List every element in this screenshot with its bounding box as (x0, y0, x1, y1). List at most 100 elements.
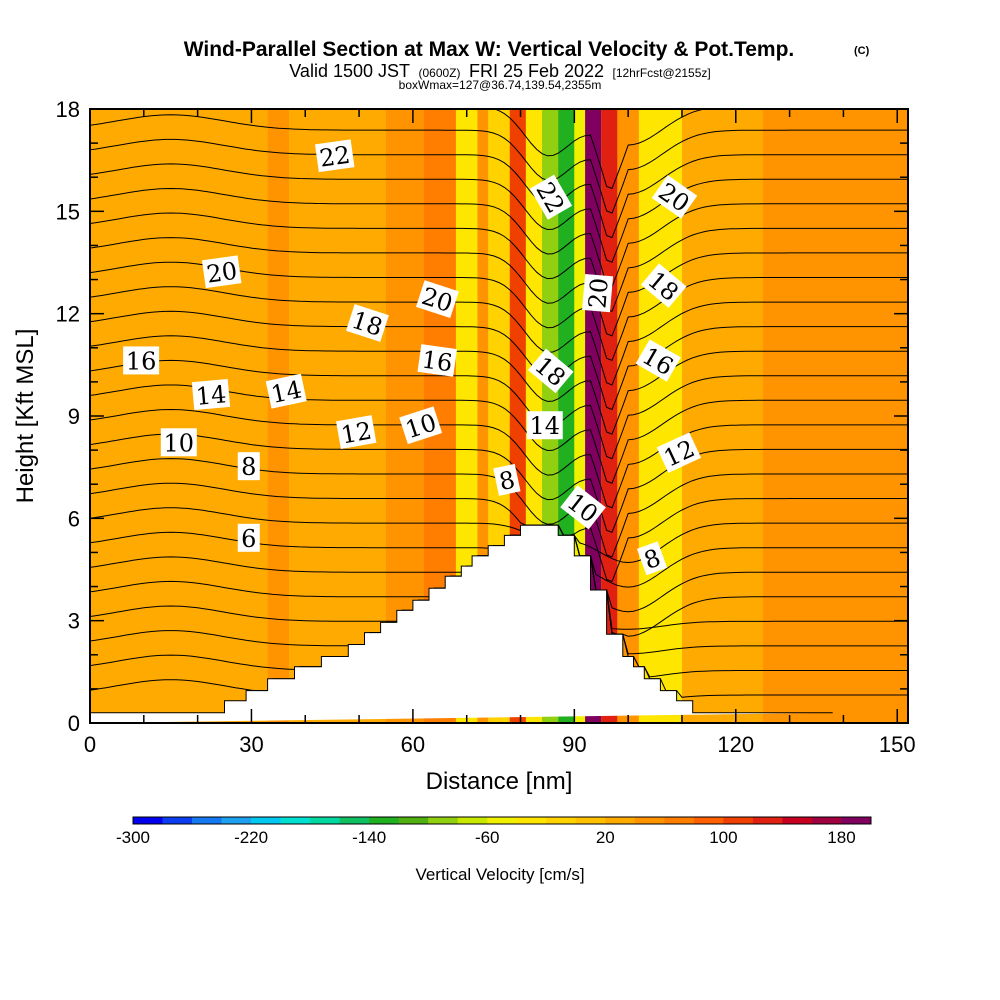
colorbar-swatch-1 (133, 817, 163, 824)
colorbar-swatch-8 (339, 817, 370, 824)
colorbar-swatch-16 (575, 817, 606, 824)
y-tick-label: 18 (56, 97, 80, 122)
colorbar-swatch-9 (369, 817, 399, 824)
velocity-band-1 (90, 109, 268, 723)
isentrope-25 (493, 109, 707, 190)
contour-label-21: 8 (237, 452, 260, 481)
contour-label-text: 22 (318, 141, 352, 173)
x-tick-label: 0 (84, 732, 96, 757)
contour-label-text: 14 (529, 412, 560, 440)
colorbar-tick-label: 180 (827, 828, 855, 847)
contour-label-bg (636, 541, 668, 576)
contour-label-15: 14 (526, 411, 563, 440)
colorbar-swatch-19 (664, 817, 695, 824)
contour-label-text: 6 (241, 525, 256, 553)
velocity-band-7 (477, 109, 489, 723)
contour-label-text: 20 (205, 257, 239, 289)
colorbar-tick-label: -60 (475, 828, 500, 847)
y-axis-label: Height [Kft MSL] (12, 329, 39, 504)
colorbar-tick-label: -140 (352, 828, 386, 847)
isentrope-11 (90, 433, 908, 533)
isentrope-21 (90, 187, 908, 288)
contour-label-text: 10 (164, 429, 195, 457)
colorbar-swatch-23 (782, 817, 813, 824)
box-wmax-info: boxWmax=127@36.74,139.54,2355m (399, 78, 602, 92)
contour-label-bg (560, 485, 606, 530)
y-tick-label: 0 (68, 711, 80, 736)
chart-title: Wind-Parallel Section at Max W: Vertical… (184, 38, 795, 61)
chart-title-tag: (C) (854, 45, 870, 57)
contour-label-bg (336, 415, 377, 449)
colorbar-tick-label: -220 (234, 828, 268, 847)
colorbar-frame (132, 816, 872, 825)
colorbar-swatch-17 (605, 817, 636, 824)
contour-label-bg (237, 452, 260, 481)
velocity-band-18 (681, 109, 763, 723)
isentrope-17 (90, 286, 908, 386)
colorbar-swatch-24 (811, 817, 842, 824)
isentrope-23 (90, 138, 908, 239)
y-tick-label: 3 (68, 609, 80, 634)
colorbar-title: Vertical Velocity [cm/s] (415, 865, 584, 884)
colorbar-swatch-2 (162, 817, 193, 824)
colorbar-swatch-20 (693, 817, 724, 824)
y-tick-label: 15 (56, 199, 80, 224)
isentrope-20 (90, 212, 908, 312)
colorbar-swatch-3 (192, 817, 222, 824)
forecast-info: [12hrFcst@2155z] (613, 66, 711, 80)
contour-label-5: 20 (582, 273, 614, 313)
contour-label-16: 12 (336, 415, 377, 450)
contour-label-bg (314, 139, 355, 173)
valid-time: Valid 1500 JST (289, 61, 410, 81)
valid-date: FRI 25 Feb 2022 (469, 61, 604, 81)
utc-time: (0600Z) (418, 66, 460, 80)
y-tick-label: 9 (68, 404, 80, 429)
contour-label-22: 8 (493, 463, 521, 496)
isentrope-19 (90, 237, 908, 337)
contour-label-1: 22 (314, 139, 355, 173)
colorbar-swatch-5 (251, 817, 281, 824)
x-axis-label: Distance [nm] (426, 768, 573, 795)
contour-label-text: 14 (269, 375, 305, 409)
chart-title-block: Wind-Parallel Section at Max W: Vertical… (184, 38, 870, 92)
colorbar-swatch-10 (398, 817, 429, 824)
contour-label-bg (640, 263, 687, 308)
colorbar-swatch-21 (723, 817, 754, 824)
axis-ticks: 0 30 60 90 120 150 0 3 6 9 12 15 18 (56, 97, 916, 757)
contour-label-text: 20 (583, 277, 614, 310)
contour-label-23: 8 (636, 541, 668, 576)
chart-subtitle: Valid 1500 JST (0600Z) FRI 25 Feb 2022 [… (289, 61, 710, 81)
colorbar-swatch-12 (457, 817, 488, 824)
colorbar-tick-label: 20 (596, 828, 615, 847)
contour-label-bg (493, 463, 521, 496)
contour-label-text: 14 (195, 380, 228, 411)
isentrope-15 (90, 335, 908, 435)
isentrope-8 (90, 507, 908, 564)
x-tick-label: 90 (562, 732, 586, 757)
contour-label-18: 10 (160, 428, 197, 457)
contour-label-bg (651, 175, 698, 219)
colorbar-swatch-18 (634, 817, 665, 824)
contour-label-bg (160, 428, 197, 457)
velocity-band-15 (601, 109, 618, 723)
contour-label-bg (417, 344, 458, 377)
contour-label-bg (346, 304, 389, 342)
y-tick-label: 12 (56, 302, 80, 327)
contour-label-bg (201, 255, 242, 289)
contour-label-bg (529, 174, 573, 220)
contour-label-bg (399, 406, 443, 445)
velocity-band-13 (574, 109, 586, 723)
contour-label-text: 12 (339, 417, 374, 450)
colorbar-swatch-7 (310, 817, 340, 824)
contour-label-19: 10 (399, 406, 443, 445)
contour-label-bg (123, 346, 160, 375)
x-tick-label: 150 (879, 732, 916, 757)
contour-label-24: 6 (237, 523, 260, 553)
isentrope-9 (90, 482, 908, 583)
contour-label-bg (635, 339, 681, 382)
colorbar-swatch-6 (280, 817, 311, 824)
colorbar-swatch-13 (487, 817, 518, 824)
contour-label-bg (415, 280, 459, 318)
